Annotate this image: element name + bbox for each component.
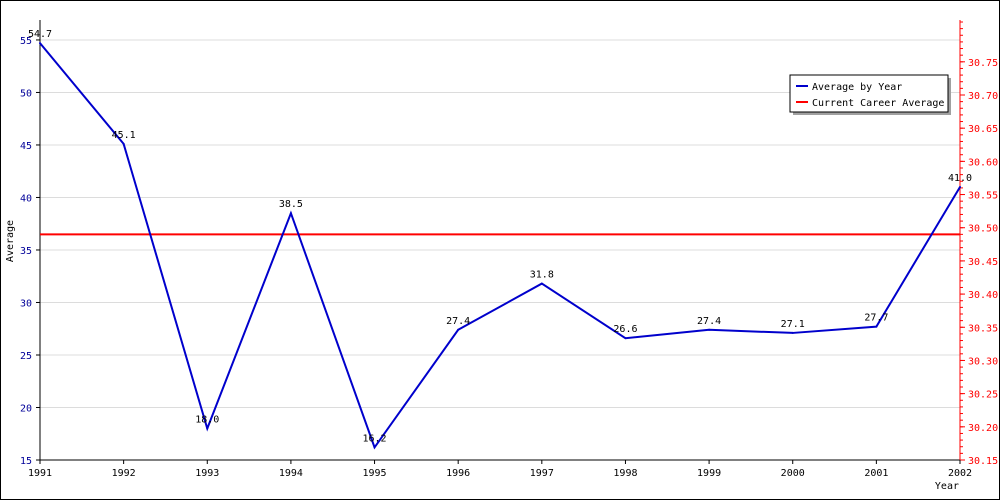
data-labels: 54.7 45.1 18.0 38.5 16.2 27.4 31.8 26.6 27.4 27.1…	[28, 29, 972, 444]
y-right-tick-label: 30.15	[968, 456, 998, 467]
data-label: 27.1	[781, 319, 805, 330]
y-axis-title: Average	[5, 220, 16, 262]
data-label: 18.0	[195, 414, 219, 425]
data-label: 27.7	[864, 313, 888, 324]
y-left-tick-label: 20	[20, 403, 32, 414]
data-label: 54.7	[28, 29, 52, 40]
legend-label-career-average: Current Career Average	[812, 98, 944, 109]
x-tick-label: 1992	[112, 468, 136, 479]
data-label: 27.4	[697, 316, 721, 327]
legend-label-average-by-year: Average by Year	[812, 82, 902, 93]
data-point	[708, 328, 711, 331]
legend-box	[789, 74, 949, 113]
x-tick-label: 1995	[362, 468, 386, 479]
y-right-tick-label: 30.65	[968, 124, 998, 135]
data-point	[624, 337, 627, 340]
legend: Average by Year Current Career Average	[789, 74, 951, 115]
data-label: 16.2	[362, 433, 386, 444]
y-left-tick-label: 55	[20, 36, 32, 47]
data-point	[959, 185, 961, 188]
y-left-tick-label: 35	[20, 246, 32, 257]
data-point	[206, 427, 209, 430]
data-point	[289, 212, 292, 215]
x-axis-title: Year	[935, 481, 959, 492]
y-left-tick-label: 30	[20, 298, 32, 309]
data-label: 31.8	[530, 270, 554, 281]
data-label: 27.4	[446, 316, 470, 327]
data-point	[791, 331, 794, 334]
x-tick-label: 1994	[279, 468, 303, 479]
y-right-tick-label: 30.40	[968, 290, 998, 301]
x-tick-label: 1991	[28, 468, 52, 479]
y-right-tick-label: 30.35	[968, 323, 998, 334]
average-by-year-line	[39, 42, 961, 450]
x-tick-label: 1998	[613, 468, 637, 479]
x-tick-label: 2001	[864, 468, 888, 479]
y-right-tick-label: 30.60	[968, 157, 998, 168]
data-label: 38.5	[279, 199, 303, 210]
y-left-tick-label: 40	[20, 193, 32, 204]
x-tick-label: 1996	[446, 468, 470, 479]
y-right-tick-label: 30.45	[968, 257, 998, 268]
data-point	[875, 325, 878, 328]
y-left-tick-label: 45	[20, 141, 32, 152]
x-tick-label: 2002	[948, 468, 972, 479]
y-right-tick-label: 30.30	[968, 356, 998, 367]
y-right-tick-label: 30.75	[968, 58, 998, 69]
x-tick-label: 1999	[697, 468, 721, 479]
data-label: 26.6	[613, 324, 637, 335]
tick-labels: 15 20 25 30 35 40 45 50 55 30.15 30.20 30.25 30.30 30…	[20, 21, 998, 479]
y-left-tick-label: 25	[20, 351, 32, 362]
y-right-tick-label: 30.55	[968, 191, 998, 202]
series	[39, 42, 961, 450]
x-tick-label: 1997	[530, 468, 554, 479]
data-point	[540, 282, 543, 285]
y-left-tick-label: 15	[20, 456, 32, 467]
data-label: 45.1	[112, 130, 136, 141]
data-point	[122, 142, 125, 145]
data-point	[39, 42, 41, 45]
x-tick-label: 1993	[195, 468, 219, 479]
data-point	[457, 328, 460, 331]
y-right-tick-label: 30.50	[968, 224, 998, 235]
y-right-tick-label: 30.20	[968, 423, 998, 434]
y-right-tick-label: 30.70	[968, 91, 998, 102]
data-point	[373, 446, 376, 449]
y-left-tick-label: 50	[20, 88, 32, 99]
x-tick-label: 2000	[781, 468, 805, 479]
data-label: 41.0	[948, 173, 972, 184]
y-right-tick-label: 30.25	[968, 390, 998, 401]
